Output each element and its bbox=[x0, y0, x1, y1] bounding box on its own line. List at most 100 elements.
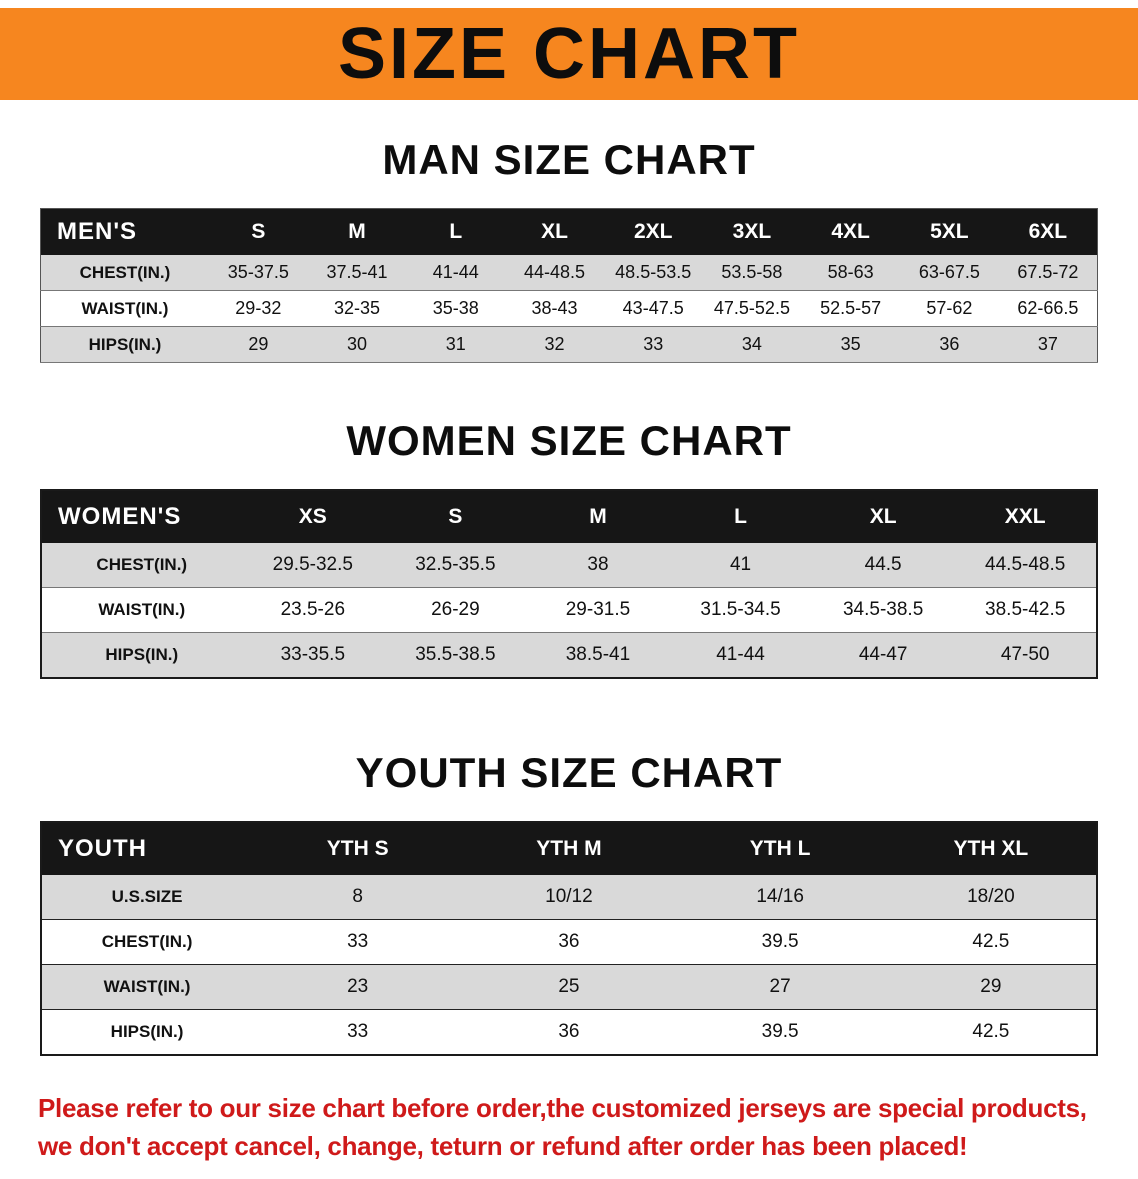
value-cell: 34 bbox=[702, 326, 802, 363]
value-cell: 29 bbox=[208, 326, 308, 363]
value-cell: 35-37.5 bbox=[208, 255, 308, 291]
value-cell: 23.5-26 bbox=[241, 587, 385, 633]
disclaimer-line: we don't accept cancel, change, teturn o… bbox=[38, 1130, 968, 1161]
value-cell: 32-35 bbox=[307, 290, 407, 327]
value-cell: 38.5-41 bbox=[526, 632, 670, 679]
value-cell: 52.5-57 bbox=[801, 290, 900, 327]
size-header-cell: S bbox=[384, 490, 527, 543]
value-cell: 63-67.5 bbox=[900, 255, 999, 291]
value-cell: 37 bbox=[998, 326, 1098, 363]
row-label-cell: HIPS(IN.) bbox=[40, 326, 209, 363]
value-cell: 32 bbox=[505, 326, 604, 363]
row-label-cell: U.S.SIZE bbox=[41, 875, 253, 920]
size-header-cell: M bbox=[526, 490, 670, 543]
size-header-cell: 4XL bbox=[801, 208, 900, 255]
value-cell: 33 bbox=[252, 1009, 464, 1056]
size-header-cell: S bbox=[208, 208, 308, 255]
value-cell: 8 bbox=[252, 875, 464, 920]
table-row: HIPS(IN.) 29 30 31 32 33 34 35 36 37 bbox=[40, 326, 1098, 363]
value-cell: 35 bbox=[801, 326, 900, 363]
value-cell: 44.5 bbox=[811, 543, 955, 588]
value-cell: 29-31.5 bbox=[526, 587, 670, 633]
size-header-cell: XS bbox=[241, 490, 385, 543]
row-label-cell: HIPS(IN.) bbox=[41, 632, 242, 679]
mens-size-table: MEN'S S M L XL 2XL 3XL 4XL 5XL 6XL CHEST(IN.) 35-37… bbox=[40, 208, 1098, 363]
value-cell: 29-32 bbox=[208, 290, 308, 327]
value-cell: 31.5-34.5 bbox=[669, 587, 812, 633]
value-cell: 18/20 bbox=[885, 875, 1097, 920]
value-cell: 35.5-38.5 bbox=[384, 632, 527, 679]
value-cell: 34.5-38.5 bbox=[811, 587, 955, 633]
value-cell: 36 bbox=[900, 326, 999, 363]
table-title-cell: YOUTH bbox=[41, 822, 253, 875]
womens-size-table: WOMEN'S XS S M L XL XXL CHEST(IN.) 29.5-32.5 32.5… bbox=[40, 489, 1098, 679]
size-header-cell: YTH L bbox=[674, 822, 886, 875]
value-cell: 29 bbox=[885, 964, 1097, 1010]
value-cell: 62-66.5 bbox=[998, 290, 1098, 327]
size-header-cell: 2XL bbox=[603, 208, 703, 255]
value-cell: 67.5-72 bbox=[998, 255, 1098, 291]
size-header-cell: YTH S bbox=[252, 822, 464, 875]
size-chart-banner: SIZE CHART bbox=[0, 8, 1138, 100]
value-cell: 41-44 bbox=[406, 255, 506, 291]
value-cell: 33-35.5 bbox=[241, 632, 385, 679]
value-cell: 31 bbox=[406, 326, 506, 363]
value-cell: 57-62 bbox=[900, 290, 999, 327]
man-size-heading: MAN SIZE CHART bbox=[382, 136, 756, 183]
value-cell: 42.5 bbox=[885, 919, 1097, 965]
size-header-cell: YTH XL bbox=[885, 822, 1097, 875]
youth-size-heading: YOUTH SIZE CHART bbox=[355, 749, 783, 796]
value-cell: 26-29 bbox=[384, 587, 527, 633]
value-cell: 32.5-35.5 bbox=[384, 543, 527, 588]
value-cell: 48.5-53.5 bbox=[603, 255, 703, 291]
value-cell: 39.5 bbox=[674, 919, 886, 965]
row-label-cell: WAIST(IN.) bbox=[41, 964, 253, 1010]
table-title-cell: WOMEN'S bbox=[41, 490, 242, 543]
table-row: HIPS(IN.) 33 36 39.5 42.5 bbox=[41, 1009, 1097, 1056]
value-cell: 36 bbox=[463, 1009, 675, 1056]
women-size-heading: WOMEN SIZE CHART bbox=[346, 417, 792, 464]
size-header-cell: XL bbox=[505, 208, 604, 255]
table-header-row: YOUTH YTH S YTH M YTH L YTH XL bbox=[41, 822, 1097, 875]
value-cell: 39.5 bbox=[674, 1009, 886, 1056]
value-cell: 44.5-48.5 bbox=[954, 543, 1097, 588]
value-cell: 47-50 bbox=[954, 632, 1097, 679]
value-cell: 33 bbox=[603, 326, 703, 363]
row-label-cell: CHEST(IN.) bbox=[41, 543, 242, 588]
value-cell: 42.5 bbox=[885, 1009, 1097, 1056]
size-header-cell: YTH M bbox=[463, 822, 675, 875]
table-header-row: MEN'S S M L XL 2XL 3XL 4XL 5XL 6XL bbox=[40, 208, 1098, 255]
value-cell: 41-44 bbox=[669, 632, 812, 679]
youth-size-table: YOUTH YTH S YTH M YTH L YTH XL U.S.SIZE 8 10/12… bbox=[40, 821, 1098, 1056]
size-header-cell: L bbox=[406, 208, 506, 255]
value-cell: 14/16 bbox=[674, 875, 886, 920]
value-cell: 58-63 bbox=[801, 255, 900, 291]
table-row: WAIST(IN.) 23.5-26 26-29 29-31.5 31.5-34.5 34… bbox=[41, 587, 1097, 633]
value-cell: 33 bbox=[252, 919, 464, 965]
value-cell: 35-38 bbox=[406, 290, 506, 327]
size-header-cell: 5XL bbox=[900, 208, 999, 255]
size-header-cell: XXL bbox=[954, 490, 1097, 543]
table-header-row: WOMEN'S XS S M L XL XXL bbox=[41, 490, 1097, 543]
size-header-cell: 3XL bbox=[702, 208, 802, 255]
size-header-cell: L bbox=[669, 490, 812, 543]
table-title-cell: MEN'S bbox=[40, 208, 209, 255]
value-cell: 27 bbox=[674, 964, 886, 1010]
value-cell: 36 bbox=[463, 919, 675, 965]
row-label-cell: CHEST(IN.) bbox=[41, 919, 253, 965]
women-size-section: WOMEN SIZE CHART WOMEN'S XS S M L XL XXL CHEST(… bbox=[0, 417, 1138, 679]
value-cell: 43-47.5 bbox=[603, 290, 703, 327]
value-cell: 37.5-41 bbox=[307, 255, 407, 291]
table-row: CHEST(IN.) 29.5-32.5 32.5-35.5 38 41 44.5 44.5… bbox=[41, 543, 1097, 588]
value-cell: 41 bbox=[669, 543, 812, 588]
size-header-cell: M bbox=[307, 208, 407, 255]
value-cell: 47.5-52.5 bbox=[702, 290, 802, 327]
size-header-cell: XL bbox=[811, 490, 955, 543]
row-label-cell: HIPS(IN.) bbox=[41, 1009, 253, 1056]
value-cell: 44-48.5 bbox=[505, 255, 604, 291]
value-cell: 38.5-42.5 bbox=[954, 587, 1097, 633]
value-cell: 53.5-58 bbox=[702, 255, 802, 291]
disclaimer-line: Please refer to our size chart before or… bbox=[38, 1093, 1087, 1123]
youth-size-section: YOUTH SIZE CHART YOUTH YTH S YTH M YTH L YTH… bbox=[0, 749, 1138, 1056]
value-cell: 10/12 bbox=[463, 875, 675, 920]
